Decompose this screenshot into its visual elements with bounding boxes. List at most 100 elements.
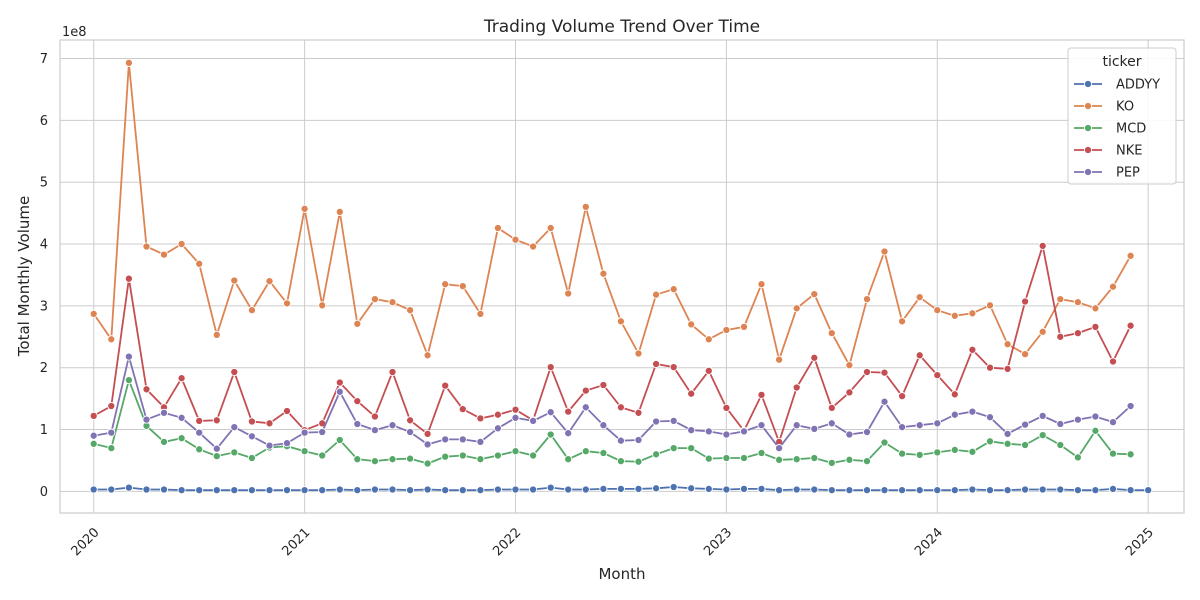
data-point xyxy=(616,403,625,412)
data-point xyxy=(950,445,959,454)
data-point xyxy=(546,430,555,439)
data-point xyxy=(739,453,749,463)
data-point xyxy=(1056,440,1065,450)
data-point xyxy=(616,436,625,445)
data-point xyxy=(195,428,204,437)
data-point xyxy=(1073,415,1082,424)
legend-item-ko: KO xyxy=(1074,100,1134,115)
x-tick-label: 2022 xyxy=(490,525,524,559)
data-point xyxy=(441,435,450,444)
data-point xyxy=(335,378,344,387)
data-point xyxy=(792,383,801,392)
data-point xyxy=(1091,412,1100,421)
series-layer xyxy=(89,58,1153,495)
legend-marker xyxy=(1083,145,1093,155)
data-point xyxy=(564,455,573,464)
data-point xyxy=(212,486,221,495)
data-point xyxy=(564,289,573,298)
data-point xyxy=(757,448,766,458)
data-point xyxy=(915,486,924,495)
data-point xyxy=(458,451,467,460)
data-point xyxy=(722,485,731,494)
data-point xyxy=(810,353,819,362)
data-point xyxy=(247,453,256,463)
data-point xyxy=(458,282,467,291)
data-point xyxy=(265,419,274,428)
data-point xyxy=(1003,364,1012,373)
data-point xyxy=(581,485,590,494)
data-point xyxy=(599,421,608,430)
legend-marker xyxy=(1083,167,1093,177)
y-tick-label: 1 xyxy=(40,423,48,438)
data-point xyxy=(388,455,397,464)
y-tick-label: 6 xyxy=(40,114,48,129)
data-point xyxy=(599,448,608,458)
data-point xyxy=(968,345,977,354)
data-point xyxy=(616,317,625,326)
data-point xyxy=(335,485,344,494)
data-point xyxy=(529,451,538,460)
data-point xyxy=(89,439,98,448)
data-point xyxy=(1003,486,1012,495)
data-point xyxy=(335,387,344,396)
data-point xyxy=(177,413,186,422)
data-point xyxy=(827,458,836,467)
chart-title: Trading Volume Trend Over Time xyxy=(483,17,760,37)
data-point xyxy=(195,416,204,425)
data-point xyxy=(950,486,959,495)
data-point xyxy=(177,239,186,249)
data-point xyxy=(1021,440,1030,450)
data-point xyxy=(704,366,713,375)
data-point xyxy=(827,486,836,495)
data-point xyxy=(1144,486,1153,495)
data-point xyxy=(511,413,520,422)
data-point xyxy=(89,485,98,494)
data-point xyxy=(827,329,836,338)
data-point xyxy=(1056,419,1065,429)
data-point xyxy=(950,390,959,399)
data-point xyxy=(915,450,924,459)
data-point xyxy=(757,484,766,493)
data-point xyxy=(634,484,643,493)
x-tick-label: 2021 xyxy=(279,525,313,559)
data-point xyxy=(282,406,292,416)
data-point xyxy=(406,306,415,315)
data-point xyxy=(458,486,467,495)
data-point xyxy=(898,423,907,432)
data-point xyxy=(159,408,169,417)
legend-label: MCD xyxy=(1116,122,1146,137)
data-point xyxy=(739,484,749,493)
data-point xyxy=(652,450,661,459)
data-point xyxy=(669,416,678,425)
legend-item-pep: PEP xyxy=(1074,166,1140,181)
data-point xyxy=(89,431,98,440)
data-point xyxy=(1126,450,1135,459)
data-point xyxy=(230,276,239,285)
data-point xyxy=(423,429,432,438)
data-point xyxy=(968,485,977,494)
data-point xyxy=(845,430,854,439)
data-point xyxy=(845,388,854,397)
data-point xyxy=(493,451,502,460)
data-point xyxy=(1091,486,1100,495)
data-point xyxy=(827,403,836,412)
data-point xyxy=(1108,484,1118,493)
legend-marker xyxy=(1083,123,1093,133)
data-point xyxy=(1073,298,1082,307)
data-point xyxy=(792,485,801,494)
data-point xyxy=(880,368,889,377)
data-point xyxy=(318,486,327,495)
data-point xyxy=(652,417,661,426)
data-point xyxy=(107,444,116,453)
data-point xyxy=(1073,486,1082,495)
data-point xyxy=(775,355,784,364)
data-point xyxy=(1038,485,1047,494)
data-point xyxy=(845,486,854,495)
data-point xyxy=(1108,449,1118,458)
data-point xyxy=(511,485,520,494)
data-point xyxy=(1038,327,1047,336)
data-point xyxy=(441,280,450,289)
legend-label: ADDYY xyxy=(1116,78,1160,93)
data-point xyxy=(282,299,292,308)
data-point xyxy=(159,437,169,446)
